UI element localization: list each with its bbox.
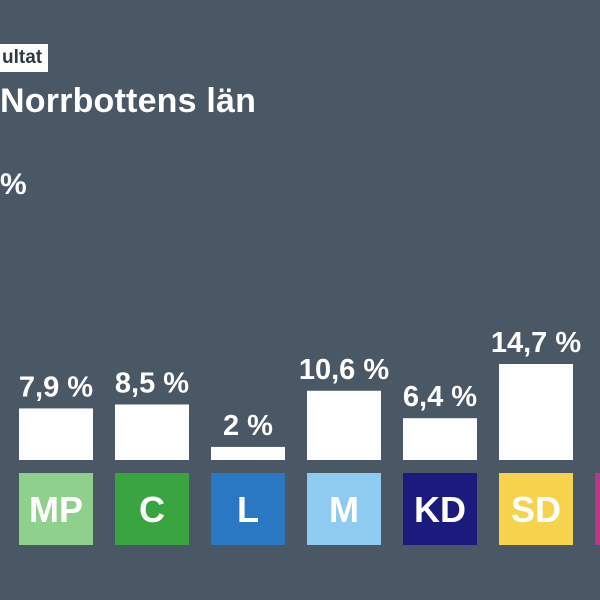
value-label-c: 8,5 % [115, 367, 189, 399]
party-label-m: M [329, 489, 359, 530]
bar-sd [499, 364, 573, 460]
party-box-m [307, 473, 381, 545]
party-box-sd [499, 473, 573, 545]
value-label-mp: 7,9 % [19, 371, 93, 403]
bar-c [115, 404, 189, 460]
result-badge: ultat [0, 44, 49, 72]
bar-kd [403, 418, 477, 460]
party-label-kd: KD [414, 489, 466, 530]
party-box-l [211, 473, 285, 545]
value-label-sd: 14,7 % [491, 327, 581, 359]
party-label-sd: SD [511, 489, 561, 530]
party-box-kd [403, 473, 477, 545]
party-box-mp [19, 473, 93, 545]
value-label-l: 2 % [223, 410, 273, 442]
bar-mp [19, 408, 93, 460]
value-label-kd: 6,4 % [403, 381, 477, 413]
partial-value: % [0, 168, 27, 201]
party-box-0 [595, 473, 600, 545]
party-box-c [115, 473, 189, 545]
bar-l [211, 446, 285, 460]
party-label-mp: MP [29, 489, 83, 530]
party-label-c: C [139, 489, 165, 530]
chart-title: Norrbottens län [0, 82, 257, 120]
value-label-m: 10,6 % [299, 354, 389, 386]
party-label-l: L [237, 489, 259, 530]
bar-m [307, 390, 381, 460]
